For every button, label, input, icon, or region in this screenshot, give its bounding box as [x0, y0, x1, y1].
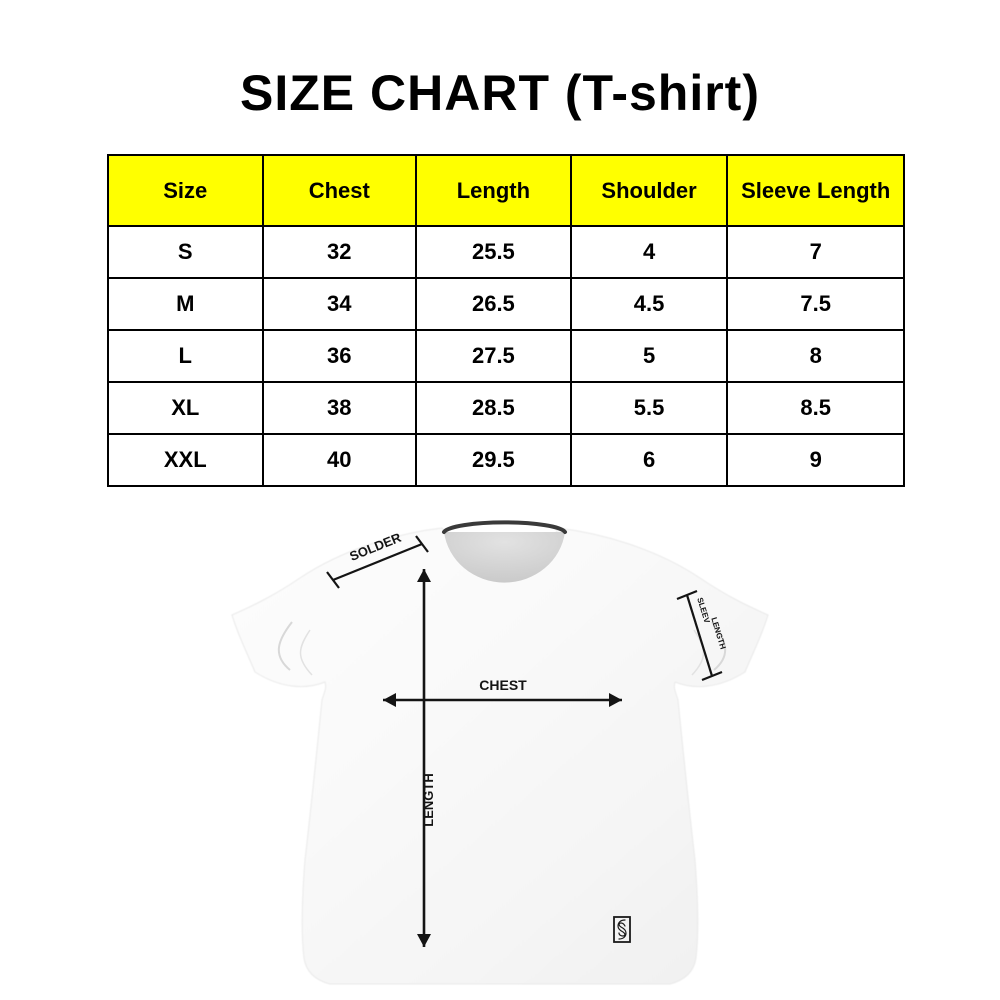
svg-text:LENGTH: LENGTH	[421, 773, 436, 826]
svg-text:CHEST: CHEST	[479, 677, 527, 693]
